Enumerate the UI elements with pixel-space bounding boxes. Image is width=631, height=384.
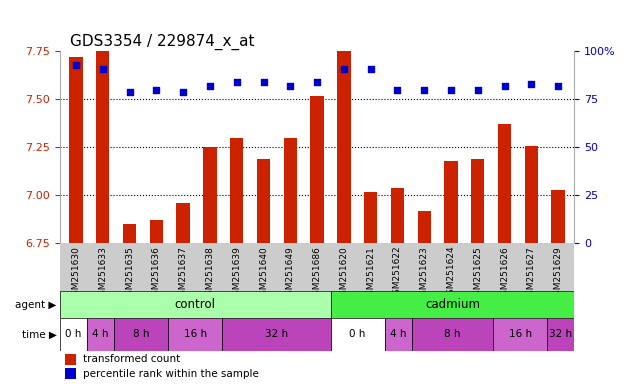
Text: GSM251633: GSM251633 xyxy=(98,246,107,301)
Text: GSM251621: GSM251621 xyxy=(366,246,375,301)
Point xyxy=(232,79,242,85)
Point xyxy=(98,66,108,72)
Bar xyxy=(310,96,324,243)
Text: 0 h: 0 h xyxy=(65,329,81,339)
Text: GSM251620: GSM251620 xyxy=(339,246,348,301)
Bar xyxy=(150,220,163,243)
Text: GSM251624: GSM251624 xyxy=(447,246,456,301)
Text: GSM251649: GSM251649 xyxy=(286,246,295,301)
Point xyxy=(205,83,215,89)
Bar xyxy=(331,318,385,351)
Bar xyxy=(493,318,547,351)
Bar xyxy=(444,161,457,243)
Text: 32 h: 32 h xyxy=(549,329,572,339)
Bar xyxy=(337,42,351,243)
Point xyxy=(392,87,403,93)
Text: GSM251636: GSM251636 xyxy=(152,246,161,301)
Point xyxy=(285,83,295,89)
Text: transformed count: transformed count xyxy=(83,354,180,364)
Text: GSM251627: GSM251627 xyxy=(527,246,536,301)
Bar xyxy=(257,159,270,243)
Text: time ▶: time ▶ xyxy=(22,329,57,339)
Bar xyxy=(87,318,114,351)
Text: GDS3354 / 229874_x_at: GDS3354 / 229874_x_at xyxy=(70,34,255,50)
Point xyxy=(526,81,536,87)
Text: 8 h: 8 h xyxy=(133,329,150,339)
Bar xyxy=(60,291,331,318)
Bar xyxy=(114,318,168,351)
Bar xyxy=(96,50,110,243)
Text: GSM251640: GSM251640 xyxy=(259,246,268,301)
Bar xyxy=(283,138,297,243)
Point xyxy=(365,66,375,72)
Text: cadmium: cadmium xyxy=(425,298,480,311)
Bar xyxy=(230,138,244,243)
Text: GSM251623: GSM251623 xyxy=(420,246,428,301)
Point xyxy=(312,79,322,85)
Point xyxy=(178,89,188,95)
Bar xyxy=(331,291,574,318)
Bar xyxy=(60,318,87,351)
Bar xyxy=(471,159,485,243)
Bar xyxy=(222,318,331,351)
Text: agent ▶: agent ▶ xyxy=(15,300,57,310)
Point xyxy=(553,83,563,89)
Text: 4 h: 4 h xyxy=(390,329,406,339)
Bar xyxy=(364,192,377,243)
Text: 16 h: 16 h xyxy=(509,329,532,339)
Text: GSM251629: GSM251629 xyxy=(553,246,563,301)
Text: GSM251625: GSM251625 xyxy=(473,246,482,301)
Point xyxy=(71,62,81,68)
Text: GSM251622: GSM251622 xyxy=(393,246,402,301)
Bar xyxy=(412,318,493,351)
Text: 16 h: 16 h xyxy=(184,329,207,339)
Bar xyxy=(524,146,538,243)
Text: percentile rank within the sample: percentile rank within the sample xyxy=(83,369,259,379)
Text: 4 h: 4 h xyxy=(92,329,109,339)
Point xyxy=(446,87,456,93)
Point xyxy=(151,87,162,93)
Text: GSM251637: GSM251637 xyxy=(179,246,187,301)
Point xyxy=(124,89,134,95)
Bar xyxy=(551,190,565,243)
Bar xyxy=(418,211,431,243)
Point xyxy=(419,87,429,93)
Bar xyxy=(498,124,511,243)
Point xyxy=(473,87,483,93)
Text: 32 h: 32 h xyxy=(265,329,288,339)
Text: GSM251635: GSM251635 xyxy=(125,246,134,301)
Point xyxy=(339,66,349,72)
Bar xyxy=(123,224,136,243)
Bar xyxy=(69,57,83,243)
Bar xyxy=(65,354,76,365)
Text: GSM251686: GSM251686 xyxy=(312,246,322,301)
Point xyxy=(259,79,269,85)
Text: GSM251638: GSM251638 xyxy=(206,246,215,301)
Bar xyxy=(385,318,412,351)
Bar xyxy=(168,318,222,351)
Text: GSM251630: GSM251630 xyxy=(71,246,81,301)
Text: GSM251639: GSM251639 xyxy=(232,246,241,301)
Bar xyxy=(177,203,190,243)
Text: control: control xyxy=(175,298,216,311)
Bar xyxy=(391,188,404,243)
Bar xyxy=(203,147,216,243)
Bar xyxy=(65,368,76,379)
Text: 8 h: 8 h xyxy=(444,329,461,339)
Bar xyxy=(547,318,574,351)
Text: 0 h: 0 h xyxy=(350,329,366,339)
Text: GSM251626: GSM251626 xyxy=(500,246,509,301)
Point xyxy=(500,83,510,89)
